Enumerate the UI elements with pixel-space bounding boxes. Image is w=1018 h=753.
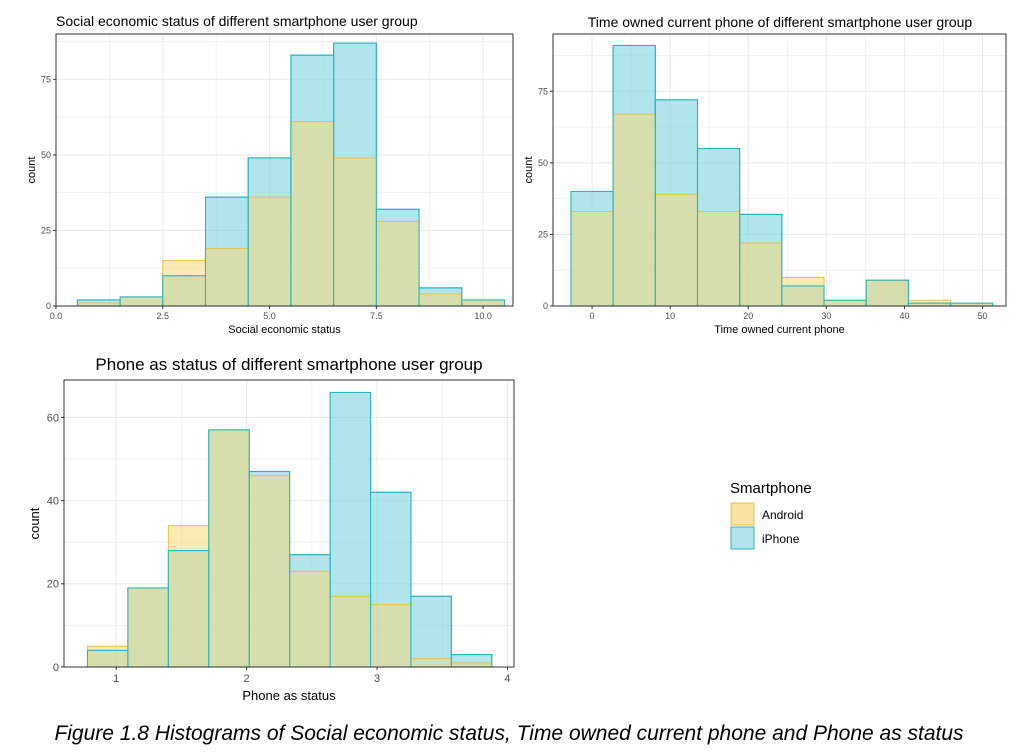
legend-label-iphone: iPhone	[762, 532, 800, 546]
bar-android	[247, 196, 292, 307]
chart-1: 0 25 50 75 0.0 2.5 5.0 7.5 10.0 Social economic s…	[26, 13, 514, 336]
y-tick-label: 50	[538, 158, 548, 168]
x-tick-label: 30	[821, 311, 831, 321]
bar-android	[167, 525, 210, 668]
y-tick-label: 0	[543, 301, 548, 311]
chart-title: Social economic status of different smar…	[56, 13, 418, 29]
x-tick-label: 10	[665, 311, 675, 321]
bar-android	[781, 276, 825, 307]
y-tick-label: 60	[47, 412, 59, 424]
y-tick-label: 25	[538, 230, 548, 240]
x-tick-label: 0	[590, 311, 595, 321]
legend-key-iphone	[730, 526, 755, 550]
legend-key-android	[730, 502, 755, 526]
y-tick-label: 75	[41, 74, 51, 84]
bar-android	[654, 193, 698, 307]
figure-caption: Figure 1.8 Histograms of Social economic…	[54, 722, 964, 745]
bar-android	[461, 299, 505, 307]
y-tick-label: 25	[41, 226, 51, 236]
plot-border	[55, 33, 514, 307]
bar-android	[375, 220, 420, 307]
bar-android	[127, 587, 169, 668]
bar-android	[248, 475, 291, 668]
y-axis-label: count	[523, 157, 535, 184]
chart-title: Time owned current phone of different sm…	[588, 14, 973, 30]
x-tick-label: 50	[978, 311, 988, 321]
bar-android	[208, 429, 250, 668]
bar-android	[329, 595, 372, 668]
x-tick-label: 20	[743, 311, 753, 321]
bar-android	[450, 662, 493, 668]
bar-android	[696, 211, 741, 307]
x-tick-label: 4	[504, 673, 510, 685]
bar-android	[333, 157, 377, 307]
y-tick-label: 20	[47, 579, 59, 591]
x-tick-label: 2	[244, 673, 250, 685]
bar-iphone	[410, 595, 452, 668]
charts: 0 25 50 75 0.0 2.5 5.0 7.5 10.0 Social economic s…	[26, 13, 1007, 703]
bar-android	[86, 645, 129, 668]
bar-android	[823, 299, 867, 307]
bar-android	[162, 260, 206, 307]
y-axis-label: count	[26, 157, 38, 184]
chart-3: 0 20 40 60 1 2 3 4 Phone as status of different …	[27, 355, 515, 703]
bar-android	[370, 604, 412, 668]
x-tick-label: 7.5	[370, 311, 383, 321]
y-tick-label: 40	[47, 495, 59, 507]
bar-android	[739, 242, 783, 307]
bar-android	[612, 113, 656, 307]
bar-android	[119, 296, 164, 307]
x-tick-label: 0.0	[50, 311, 63, 321]
legend: Smartphone Android iPhone	[730, 480, 812, 550]
x-tick-label: 3	[374, 673, 380, 685]
x-axis-label: Phone as status	[242, 688, 336, 703]
legend-title: Smartphone	[730, 480, 812, 497]
plot-border	[552, 33, 1007, 307]
bar-android	[290, 121, 335, 307]
y-tick-label: 50	[41, 150, 51, 160]
bar-android	[418, 293, 463, 307]
bar-android	[865, 279, 909, 307]
y-axis-label: count	[27, 507, 42, 539]
chart-title: Phone as status of different smartphone …	[95, 355, 482, 374]
x-axis-label: Social economic status	[228, 324, 341, 336]
bar-android	[204, 248, 249, 307]
legend-label-android: Android	[762, 508, 803, 522]
x-tick-label: 1	[113, 673, 119, 685]
chart-2: 0 25 50 75 0 10 20 30 40 50 Time owned current pho…	[523, 14, 1007, 336]
bar-android	[410, 658, 452, 668]
bar-android	[289, 570, 331, 668]
plot-border	[63, 379, 515, 668]
y-tick-label: 0	[46, 301, 51, 311]
x-tick-label: 40	[899, 311, 909, 321]
bar-android	[570, 211, 614, 307]
x-tick-label: 2.5	[157, 311, 170, 321]
y-tick-label: 0	[53, 662, 59, 674]
x-axis-label: Time owned current phone	[714, 324, 844, 336]
y-tick-label: 75	[538, 86, 548, 96]
x-tick-label: 10.0	[474, 311, 492, 321]
x-tick-label: 5.0	[263, 311, 276, 321]
